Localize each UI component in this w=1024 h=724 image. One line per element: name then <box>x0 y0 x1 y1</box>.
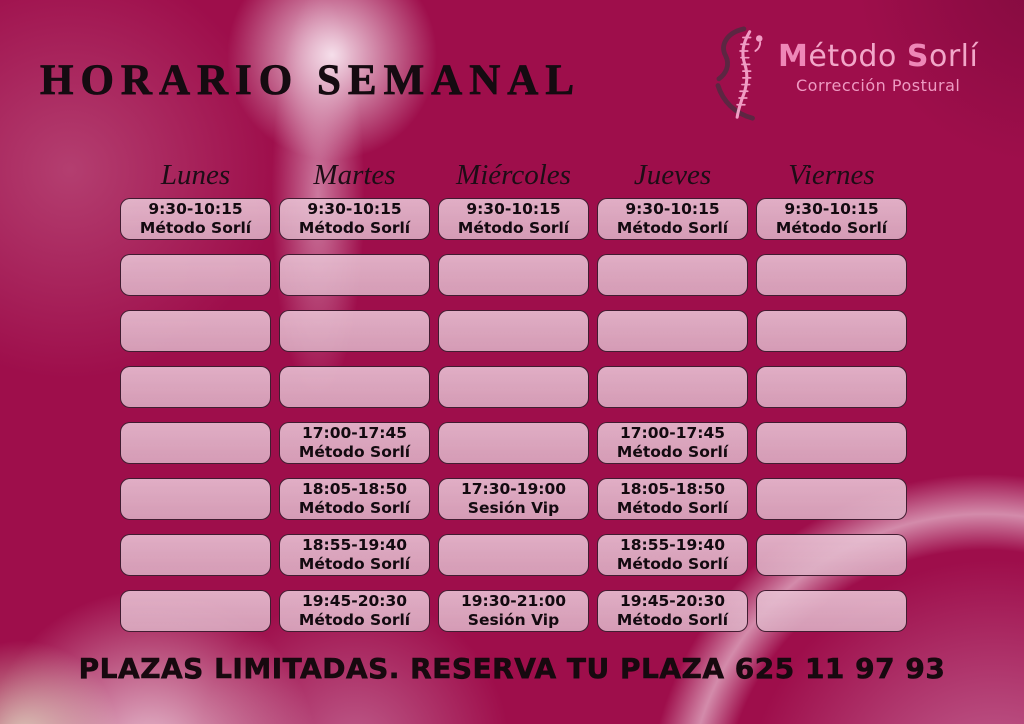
slot-time: 17:00-17:45 <box>301 424 408 443</box>
slot-miercoles-row8: 19:30-21:00 Sesión Vip <box>438 590 589 632</box>
slot-miercoles-row6: 17:30-19:00 Sesión Vip <box>438 478 589 520</box>
slot-label: Sesión Vip <box>467 611 560 629</box>
slot-jueves-row8: 19:45-20:30 Método Sorlí <box>597 590 748 632</box>
slot-label: Método Sorlí <box>139 219 252 237</box>
brand-name: Método Sorlí <box>778 40 978 73</box>
slot-viernes-row3 <box>756 310 907 352</box>
slot-time: 9:30-10:15 <box>625 200 720 219</box>
slot-viernes-row5 <box>756 422 907 464</box>
schedule-grid: 9:30-10:15 Método Sorlí 9:30-10:15 Método S… <box>120 198 907 632</box>
slot-label: Método Sorlí <box>616 555 729 573</box>
slot-jueves-row4 <box>597 366 748 408</box>
slot-martes-row8: 19:45-20:30 Método Sorlí <box>279 590 430 632</box>
slot-label: Método Sorlí <box>298 555 411 573</box>
footer-note: PLAZAS LIMITADAS. RESERVA TU PLAZA 625 1… <box>78 652 946 686</box>
slot-label: Sesión Vip <box>467 499 560 517</box>
slot-jueves-row2 <box>597 254 748 296</box>
slot-label: Método Sorlí <box>298 443 411 461</box>
day-header-jueves: Jueves <box>633 159 712 191</box>
day-header-lunes: Lunes <box>160 159 231 191</box>
slot-viernes-row4 <box>756 366 907 408</box>
day-header-miercoles: Miércoles <box>456 159 571 191</box>
slot-time: 18:05-18:50 <box>619 480 726 499</box>
slot-time: 18:55-19:40 <box>619 536 726 555</box>
day-header-row: Lunes Martes Miércoles Jueves Viernes <box>120 144 907 194</box>
slot-jueves-row1: 9:30-10:15 Método Sorlí <box>597 198 748 240</box>
brand-tagline: Corrección Postural <box>796 76 961 95</box>
slot-lunes-row2 <box>120 254 271 296</box>
slot-label: Método Sorlí <box>616 443 729 461</box>
slot-martes-row6: 18:05-18:50 Método Sorlí <box>279 478 430 520</box>
slot-label: Método Sorlí <box>616 611 729 629</box>
slot-label: Método Sorlí <box>298 219 411 237</box>
slot-lunes-row8 <box>120 590 271 632</box>
slot-miercoles-row5 <box>438 422 589 464</box>
brand-initial-s: S <box>906 39 929 74</box>
slot-jueves-row7: 18:55-19:40 Método Sorlí <box>597 534 748 576</box>
slot-lunes-row1: 9:30-10:15 Método Sorlí <box>120 198 271 240</box>
slot-time: 9:30-10:15 <box>784 200 879 219</box>
brand-part-etodo: étodo <box>808 39 907 74</box>
brand-logo: Método Sorlí Corrección Postural <box>710 26 978 122</box>
slot-time: 19:30-21:00 <box>460 592 567 611</box>
slot-lunes-row6 <box>120 478 271 520</box>
slot-martes-row7: 18:55-19:40 Método Sorlí <box>279 534 430 576</box>
slot-label: Método Sorlí <box>616 219 729 237</box>
slot-martes-row5: 17:00-17:45 Método Sorlí <box>279 422 430 464</box>
slot-time: 17:00-17:45 <box>619 424 726 443</box>
day-header-viernes: Viernes <box>788 159 875 191</box>
slot-label: Método Sorlí <box>616 499 729 517</box>
slot-time: 17:30-19:00 <box>460 480 567 499</box>
slot-jueves-row3 <box>597 310 748 352</box>
slot-martes-row4 <box>279 366 430 408</box>
slot-lunes-row3 <box>120 310 271 352</box>
slot-label: Método Sorlí <box>775 219 888 237</box>
slot-viernes-row2 <box>756 254 907 296</box>
brand-initial-m: M <box>778 39 809 74</box>
slot-time: 18:05-18:50 <box>301 480 408 499</box>
slot-time: 9:30-10:15 <box>307 200 402 219</box>
slot-miercoles-row3 <box>438 310 589 352</box>
slot-miercoles-row2 <box>438 254 589 296</box>
slot-label: Método Sorlí <box>298 499 411 517</box>
slot-time: 18:55-19:40 <box>301 536 408 555</box>
slot-label: Método Sorlí <box>298 611 411 629</box>
slot-time: 9:30-10:15 <box>148 200 243 219</box>
slot-viernes-row1: 9:30-10:15 Método Sorlí <box>756 198 907 240</box>
slot-viernes-row6 <box>756 478 907 520</box>
slot-lunes-row4 <box>120 366 271 408</box>
slot-martes-row2 <box>279 254 430 296</box>
slot-martes-row1: 9:30-10:15 Método Sorlí <box>279 198 430 240</box>
page-title: HORARIO SEMANAL <box>40 57 582 105</box>
slot-miercoles-row4 <box>438 366 589 408</box>
slot-jueves-row6: 18:05-18:50 Método Sorlí <box>597 478 748 520</box>
spine-icon <box>715 26 763 121</box>
brand-text-block: Método Sorlí Corrección Postural <box>778 40 978 95</box>
slot-miercoles-row1: 9:30-10:15 Método Sorlí <box>438 198 589 240</box>
slot-viernes-row7 <box>756 534 907 576</box>
slot-viernes-row8 <box>756 590 907 632</box>
day-header-martes: Martes <box>313 159 396 191</box>
slot-label: Método Sorlí <box>457 219 570 237</box>
slot-lunes-row7 <box>120 534 271 576</box>
slot-miercoles-row7 <box>438 534 589 576</box>
slot-martes-row3 <box>279 310 430 352</box>
slot-lunes-row5 <box>120 422 271 464</box>
slot-time: 9:30-10:15 <box>466 200 561 219</box>
slot-time: 19:45-20:30 <box>301 592 408 611</box>
slot-time: 19:45-20:30 <box>619 592 726 611</box>
brand-part-orli: orlí <box>928 39 979 74</box>
slot-jueves-row5: 17:00-17:45 Método Sorlí <box>597 422 748 464</box>
